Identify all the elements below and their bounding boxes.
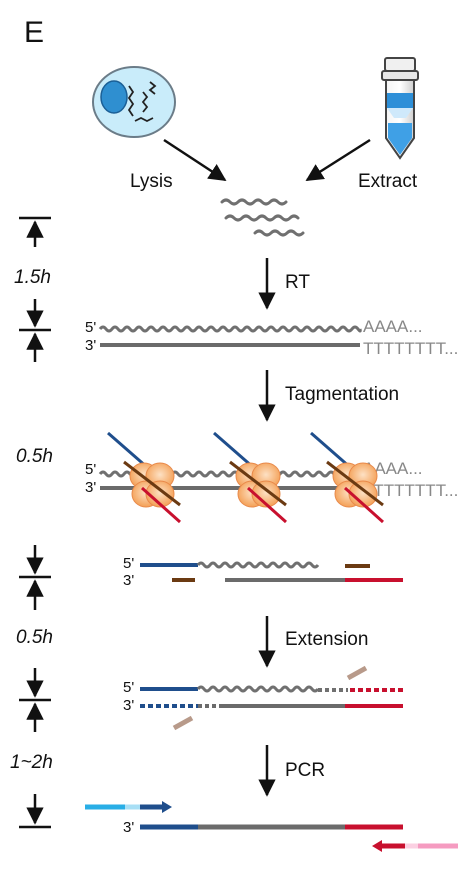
end-3-s5: 3' xyxy=(123,819,134,836)
end-5-s3: 5' xyxy=(123,555,134,572)
end-5-s1: 5' xyxy=(85,319,96,336)
tn5-transposase-icon xyxy=(310,431,385,524)
rna-cdna-hybrid: 5' 3' AAAA... TTTTTTTT... xyxy=(85,317,458,358)
extended-fragment: 5' 3' xyxy=(123,665,403,731)
tagmentation-hybrid: 5' 3' AAAA... TTTTTTTT... xyxy=(85,431,458,524)
tn5-transposase-icon xyxy=(107,431,182,524)
polyA-s1: AAAA... xyxy=(363,317,423,336)
panel-label: E xyxy=(24,16,44,49)
end-3-s1: 3' xyxy=(85,337,96,354)
extraction-tube-icon xyxy=(381,57,419,160)
step-tagmentation: Tagmentation xyxy=(285,384,399,405)
end-3-s3: 3' xyxy=(123,572,134,589)
step-extension: Extension xyxy=(285,629,368,650)
time-pcr: 1~2h xyxy=(10,752,53,773)
polyT-s2: TTTTTTTT... xyxy=(363,481,458,500)
tn5-transposase-icon xyxy=(213,431,288,524)
extract-arrow xyxy=(305,138,371,182)
step-rt: RT xyxy=(285,272,310,293)
extract-label: Extract xyxy=(358,171,418,192)
pcr-product: 3' xyxy=(85,801,458,852)
lysis-arrow xyxy=(163,138,227,182)
step-pcr: PCR xyxy=(285,760,325,781)
end-5-s2: 5' xyxy=(85,461,96,478)
rna-fragments xyxy=(220,198,305,237)
end-3-s2: 3' xyxy=(85,479,96,496)
time-rt: 1.5h xyxy=(14,267,51,288)
end-3-s4: 3' xyxy=(123,697,134,714)
time-extension: 0.5h xyxy=(16,627,53,648)
end-5-s4: 5' xyxy=(123,679,134,696)
time-tagmentation: 0.5h xyxy=(16,446,53,467)
cell-icon xyxy=(92,66,176,138)
time-scale xyxy=(19,216,51,829)
tagmented-fragment: 5' 3' xyxy=(123,555,403,589)
lysis-label: Lysis xyxy=(130,171,173,192)
polyA-s2: AAAA... xyxy=(363,459,423,478)
polyT-s1: TTTTTTTT... xyxy=(363,339,458,358)
